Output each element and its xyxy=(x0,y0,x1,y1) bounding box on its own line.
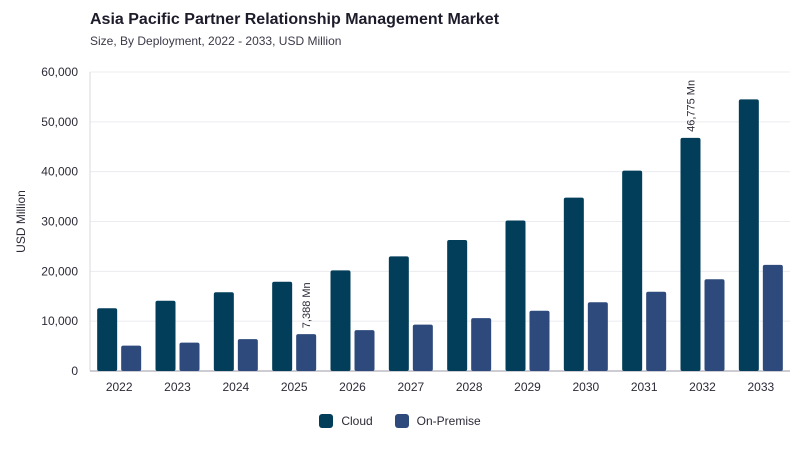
bar-on-premise-2022 xyxy=(121,345,142,371)
legend: Cloud On-Premise xyxy=(0,414,800,428)
y-tick-label: 60,000 xyxy=(41,65,78,79)
x-tick-label: 2025 xyxy=(281,380,308,394)
x-tick-label: 2027 xyxy=(397,380,424,394)
legend-swatch-on-premise xyxy=(394,414,409,428)
bar-cloud-2024 xyxy=(213,292,234,371)
y-tick-label: 30,000 xyxy=(41,215,78,229)
x-tick-label: 2023 xyxy=(164,380,191,394)
chart-subtitle: Size, By Deployment, 2022 - 2033, USD Mi… xyxy=(90,34,342,48)
bar-on-premise-2028 xyxy=(471,318,492,371)
bar-cloud-2023 xyxy=(155,300,176,371)
bar-on-premise-2025 xyxy=(296,334,317,371)
legend-label-on-premise: On-Premise xyxy=(416,414,481,428)
bar-cloud-2030 xyxy=(563,197,584,371)
data-label: 7,388 Mn xyxy=(301,282,313,328)
y-tick-label: 40,000 xyxy=(41,165,78,179)
y-axis-label: USD Million xyxy=(14,190,28,253)
bar-cloud-2026 xyxy=(330,270,351,371)
x-tick-label: 2022 xyxy=(106,380,133,394)
x-tick-label: 2031 xyxy=(631,380,658,394)
x-tick-label: 2030 xyxy=(572,380,599,394)
legend-item-on-premise[interactable]: On-Premise xyxy=(394,414,481,428)
bar-on-premise-2033 xyxy=(762,264,783,371)
bar-cloud-2027 xyxy=(388,256,409,371)
bar-on-premise-2026 xyxy=(354,330,375,371)
chart-title: Asia Pacific Partner Relationship Manage… xyxy=(90,11,500,28)
x-tick-label: 2029 xyxy=(514,380,541,394)
legend-swatch-cloud xyxy=(319,414,334,428)
legend-item-cloud[interactable]: Cloud xyxy=(319,414,373,428)
bar-cloud-2033 xyxy=(738,99,759,372)
bar-cloud-2029 xyxy=(505,220,526,371)
y-tick-label: 10,000 xyxy=(41,314,78,328)
bar-cloud-2025 xyxy=(272,281,293,371)
bar-on-premise-2031 xyxy=(646,291,667,371)
bar-on-premise-2027 xyxy=(412,324,433,371)
y-tick-label: 20,000 xyxy=(41,264,78,278)
bar-on-premise-2024 xyxy=(237,339,258,371)
bar-on-premise-2023 xyxy=(179,342,200,371)
y-tick-label: 0 xyxy=(71,364,78,378)
x-tick-label: 2024 xyxy=(222,380,249,394)
bar-on-premise-2029 xyxy=(529,310,550,371)
data-label: 46,775 Mn xyxy=(686,80,698,132)
x-tick-label: 2033 xyxy=(747,380,774,394)
bar-on-premise-2032 xyxy=(704,279,725,371)
bar-cloud-2032 xyxy=(680,137,701,371)
bar-on-premise-2030 xyxy=(587,302,608,371)
bar-cloud-2022 xyxy=(97,308,118,371)
x-tick-label: 2028 xyxy=(456,380,483,394)
x-tick-label: 2026 xyxy=(339,380,366,394)
x-tick-label: 2032 xyxy=(689,380,716,394)
bar-cloud-2031 xyxy=(622,170,643,371)
legend-label-cloud: Cloud xyxy=(341,414,373,428)
bar-cloud-2028 xyxy=(447,239,468,371)
y-tick-label: 50,000 xyxy=(41,115,78,129)
